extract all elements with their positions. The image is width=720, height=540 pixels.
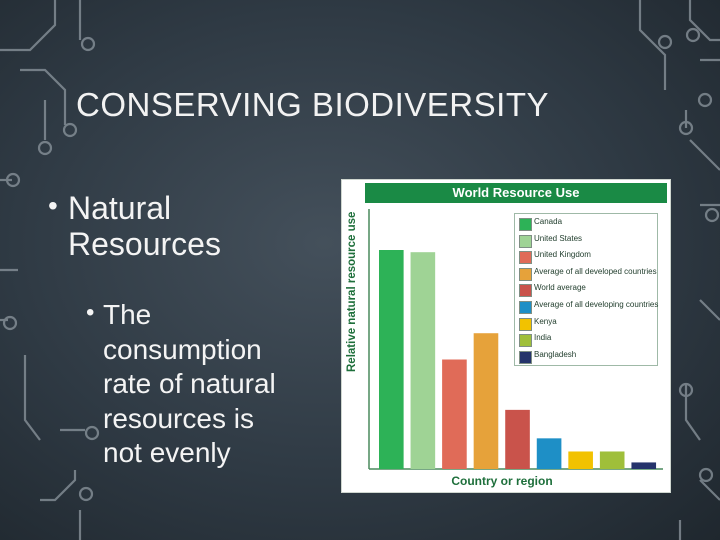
chart-bar-bangladesh	[631, 462, 657, 469]
chart-plot-area	[368, 209, 663, 470]
sub-bullet-line: consumption	[103, 333, 262, 365]
chart-bar-united-states	[410, 252, 436, 469]
sub-bullet-line: not evenly	[103, 437, 231, 468]
chart-bar-canada	[379, 250, 404, 469]
legend-swatch	[519, 267, 532, 281]
chart-y-axis-label: Relative natural resource use	[346, 211, 358, 372]
legend-swatch	[519, 234, 532, 248]
chart-bar-india	[599, 451, 625, 469]
chart-bar-world-average	[505, 409, 530, 469]
legend-label: Canada	[534, 217, 563, 226]
legend-label: United Kingdom	[534, 250, 591, 260]
legend-label: Bangladesh	[534, 349, 577, 359]
legend-label: World average	[534, 283, 586, 293]
bullet-natural-resources: • Natural Resources	[48, 190, 298, 262]
legend-swatch	[519, 317, 532, 331]
sub-bullet-line: resources is	[103, 402, 254, 434]
slide-title: CONSERVING BIODIVERSITY	[76, 86, 549, 123]
legend-swatch	[519, 284, 532, 298]
chart-bar-average-of-all-developed-countries	[473, 333, 499, 469]
sub-bullet-text: The consumption rate of natural resource…	[86, 298, 316, 471]
chart-legend: Canada United States United Kingdom Average…	[514, 213, 658, 366]
legend-swatch	[519, 218, 532, 231]
bullet-text: Natural Resources	[68, 190, 221, 262]
chart-bar-kenya	[568, 451, 593, 469]
sub-bullet-dot-icon: •	[86, 299, 95, 326]
chart-bar-united-kingdom	[442, 359, 467, 469]
world-resource-use-chart: World Resource Use Relative natural reso…	[341, 179, 671, 493]
legend-swatch	[519, 301, 532, 314]
legend-label: Average of all developing countries	[534, 300, 659, 309]
sub-bullet-line: rate of natural	[103, 368, 276, 399]
chart-title: World Resource Use	[452, 185, 580, 200]
legend-label: Average of all developed countries	[534, 266, 657, 276]
chart-x-axis-label: Country or region	[451, 474, 553, 488]
legend-label: Kenya	[534, 316, 557, 326]
legend-swatch	[519, 251, 532, 265]
sub-bullet-consumption: • The consumption rate of natural resour…	[86, 298, 316, 471]
legend-label: India	[534, 333, 552, 343]
legend-swatch	[519, 350, 532, 364]
bullet-dot-icon: •	[48, 190, 58, 221]
chart-title-bar: World Resource Use	[365, 183, 667, 203]
chart-bar-average-of-all-developing-countries	[536, 438, 562, 469]
sub-bullet-line: The	[103, 299, 152, 330]
legend-swatch	[519, 334, 532, 348]
legend-label: United States	[534, 233, 583, 243]
